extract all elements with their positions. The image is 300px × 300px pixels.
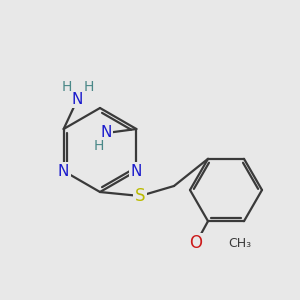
Text: H: H [94,139,104,153]
Text: N: N [72,92,83,106]
Text: O: O [190,234,202,252]
Text: N: N [101,125,112,140]
Text: CH₃: CH₃ [228,237,251,250]
Text: H: H [84,80,94,94]
Text: N: N [58,164,69,178]
Text: S: S [135,187,145,205]
Text: N: N [131,164,142,178]
Text: H: H [61,80,72,94]
